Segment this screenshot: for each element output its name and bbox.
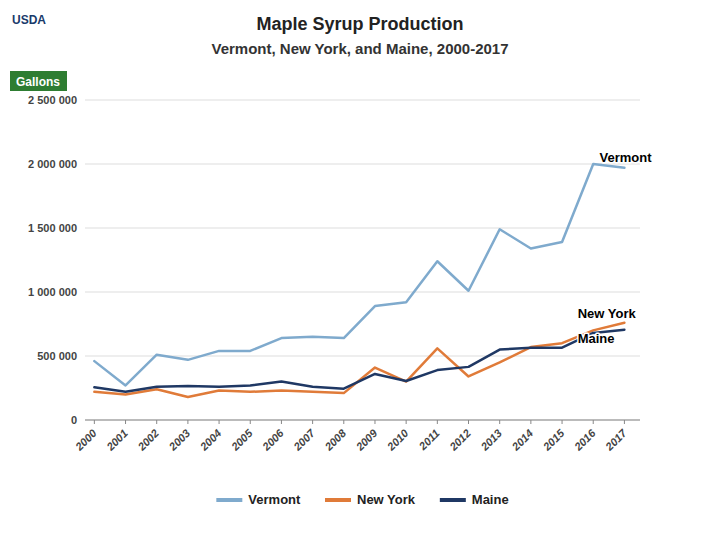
x-tick xyxy=(437,420,438,424)
y-tick-label: 1 000 000 xyxy=(28,286,77,298)
x-tick xyxy=(624,420,625,424)
subtitle: Vermont, New York, and Maine, 2000-2017 xyxy=(211,40,508,57)
chart-svg: Maple Syrup Production Vermont, New York,… xyxy=(0,0,720,540)
x-tick-label: 2005 xyxy=(228,426,255,453)
y-tick-label: 500 000 xyxy=(37,350,77,362)
legend-swatch xyxy=(325,498,351,502)
x-tick xyxy=(468,420,469,424)
grid-line xyxy=(85,420,640,421)
y-tick-label: 1 500 000 xyxy=(28,222,77,234)
y-tick-label: 2 000 000 xyxy=(28,158,77,170)
x-tick-label: 2014 xyxy=(509,427,536,454)
x-tick xyxy=(250,420,251,424)
grid-line xyxy=(85,164,640,165)
x-tick xyxy=(312,420,313,424)
legend-label: Vermont xyxy=(248,492,301,507)
legend: Vermont New York Maine xyxy=(216,492,508,507)
x-tick-label: 2012 xyxy=(446,427,473,454)
grid-line xyxy=(85,100,640,101)
x-tick xyxy=(343,420,344,424)
legend-item: New York xyxy=(325,492,416,507)
annotation: Maine xyxy=(578,331,615,346)
source-label: USDA xyxy=(12,13,46,27)
x-tick-label: 2003 xyxy=(166,427,193,454)
legend-item: Maine xyxy=(440,492,509,507)
series-line xyxy=(94,330,624,392)
x-tick-label: 2009 xyxy=(353,426,380,453)
annotation: Vermont xyxy=(599,150,652,165)
series-line xyxy=(94,323,624,397)
y-tick-label: 0 xyxy=(71,414,77,426)
x-axis-line xyxy=(85,420,640,421)
x-tick-label: 2010 xyxy=(384,426,411,453)
legend-swatch xyxy=(216,498,242,502)
x-tick-label: 2011 xyxy=(416,427,442,453)
y-label-box xyxy=(10,71,67,91)
x-tick xyxy=(125,420,126,424)
y-tick-label: 2 500 000 xyxy=(28,94,77,106)
x-tick-label: 2007 xyxy=(291,426,318,453)
x-tick xyxy=(94,420,95,424)
legend-label: New York xyxy=(357,492,416,507)
x-tick-label: 2008 xyxy=(322,426,349,453)
y-label: Gallons xyxy=(10,71,67,91)
chart-container: Maple Syrup Production Vermont, New York,… xyxy=(0,0,720,540)
legend-swatch xyxy=(440,498,466,502)
x-tick xyxy=(593,420,594,424)
x-tick xyxy=(406,420,407,424)
series-lines xyxy=(94,164,624,397)
x-tick xyxy=(281,420,282,424)
grid-line xyxy=(85,292,640,293)
series-line xyxy=(94,164,624,385)
x-tick-label: 2016 xyxy=(571,426,598,453)
x-tick-label: 2000 xyxy=(72,426,99,453)
annotation: New York xyxy=(578,306,637,321)
title: Maple Syrup Production xyxy=(256,14,463,34)
x-tick-label: 2013 xyxy=(478,427,505,454)
x-tick xyxy=(187,420,188,424)
grid-line xyxy=(85,228,640,229)
x-tick-label: 2002 xyxy=(135,427,162,454)
x-tick xyxy=(499,420,500,424)
x-tick-label: 2004 xyxy=(197,427,224,454)
legend-label: Maine xyxy=(472,492,509,507)
legend-item: Vermont xyxy=(216,492,301,507)
x-tick xyxy=(562,420,563,424)
x-tick xyxy=(156,420,157,424)
x-tick xyxy=(374,420,375,424)
grid xyxy=(85,100,640,420)
y-label-text: Gallons xyxy=(16,75,60,89)
x-tick-label: 2015 xyxy=(540,426,567,453)
x-tick-label: 2017 xyxy=(602,426,629,453)
x-tick-label: 2001 xyxy=(103,427,130,454)
x-tick xyxy=(530,420,531,424)
x-tick xyxy=(219,420,220,424)
x-tick-label: 2006 xyxy=(259,426,286,453)
